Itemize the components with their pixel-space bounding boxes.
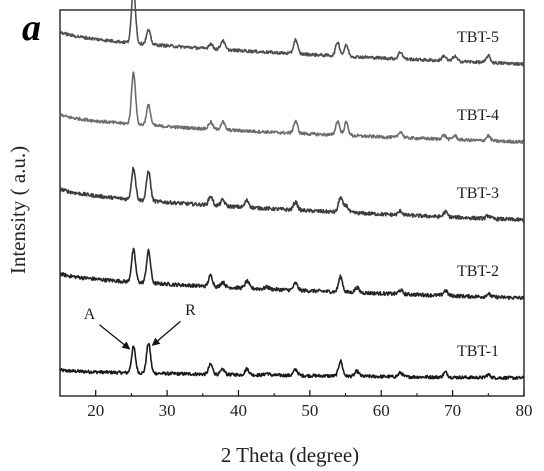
x-tick-label: 80 <box>516 401 533 420</box>
series-layer <box>59 0 525 381</box>
series-line-tbt-2 <box>59 247 525 301</box>
series-label-layer: TBT-1 TBT-2 TBT-3 TBT-4 TBT-5 <box>457 29 499 360</box>
series-label-tbt-2: TBT-2 <box>457 263 499 280</box>
x-axis-title: 2 Theta (degree) <box>221 443 359 467</box>
x-tick-label: 40 <box>230 401 247 420</box>
x-tick-label: 30 <box>159 401 176 420</box>
annotation-label-r: R <box>185 302 196 319</box>
series-label-tbt-5: TBT-5 <box>457 29 499 46</box>
x-tick-label: 20 <box>87 401 104 420</box>
annotation-label-a: A <box>84 306 96 323</box>
series-line-tbt-4 <box>59 71 525 144</box>
annotation-arrow-r <box>151 320 181 346</box>
x-tick-label: 60 <box>373 401 390 420</box>
x-tick-label: 70 <box>444 401 461 420</box>
series-label-tbt-4: TBT-4 <box>457 107 499 124</box>
series-line-tbt-3 <box>59 166 525 223</box>
plot-frame <box>59 9 525 397</box>
annotation-arrow-a <box>99 324 131 350</box>
plot-border <box>59 9 525 397</box>
x-tick-label: 50 <box>301 401 318 420</box>
x-tick-layer: 20 30 40 50 60 70 80 <box>87 390 533 420</box>
series-label-tbt-1: TBT-1 <box>457 343 499 360</box>
y-axis-title: Intensity ( a.u.) <box>6 146 30 274</box>
series-line-tbt-5 <box>59 0 525 67</box>
panel-letter: a <box>22 7 41 49</box>
series-line-tbt-1 <box>59 342 525 381</box>
series-label-tbt-3: TBT-3 <box>457 185 499 202</box>
